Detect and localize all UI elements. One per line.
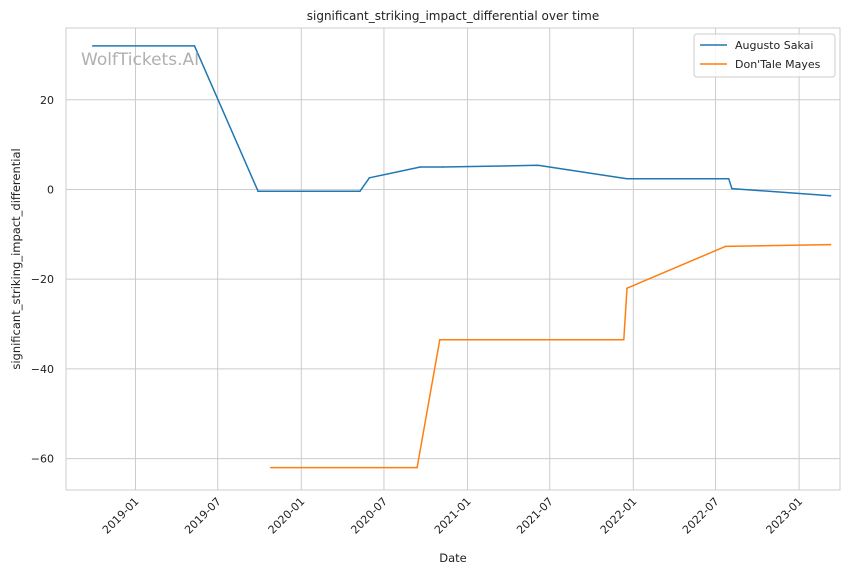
data-point xyxy=(257,190,259,193)
watermark: WolfTickets.AI xyxy=(81,50,199,70)
series-line-0 xyxy=(92,45,831,197)
data-point xyxy=(724,245,727,248)
y-tick-label: −20 xyxy=(31,273,54,286)
data-point xyxy=(731,187,733,190)
data-point xyxy=(623,338,625,341)
legend-label: Don'Tale Mayes xyxy=(735,58,821,71)
plot-frame xyxy=(65,27,841,491)
x-axis-label: Date xyxy=(439,551,467,565)
data-point xyxy=(416,466,418,469)
data-point xyxy=(368,177,371,179)
x-tick-labels: 2019-01 2019-07 2020-01 2020-07 2021-01 2021-… xyxy=(100,495,805,537)
y-axis-label: significant_striking_impact_differential xyxy=(9,148,23,369)
data-point xyxy=(92,45,94,47)
data-point xyxy=(193,45,196,47)
grid xyxy=(66,28,840,490)
legend-label: Augusto Sakai xyxy=(735,39,813,52)
data-point xyxy=(270,466,272,469)
x-tick-label: 2021-07 xyxy=(514,495,556,537)
data-point xyxy=(626,287,628,290)
x-tick-label: 2021-01 xyxy=(432,495,474,537)
data-point xyxy=(727,177,730,180)
x-tick-label: 2020-07 xyxy=(348,495,390,537)
data-point xyxy=(419,166,422,168)
plot-background xyxy=(66,28,840,490)
x-tick-label: 2019-07 xyxy=(182,495,224,537)
y-tick-label: 20 xyxy=(40,94,54,107)
y-tick-label: −60 xyxy=(31,453,54,466)
x-tick-label: 2022-01 xyxy=(598,495,640,537)
series-layer xyxy=(92,45,832,469)
chart-title: significant_striking_impact_differential… xyxy=(307,9,599,23)
data-point xyxy=(439,338,441,341)
x-tick-label: 2019-01 xyxy=(100,495,142,537)
data-point xyxy=(829,243,832,246)
legend-box xyxy=(693,33,836,78)
x-tick-label: 2022-07 xyxy=(680,495,722,537)
x-tick-label: 2020-01 xyxy=(266,495,308,537)
x-tick-label: 2023-01 xyxy=(764,495,806,537)
legend: Augusto Sakai Don'Tale Mayes xyxy=(693,33,836,78)
y-tick-labels: 20 0 −20 −40 −60 xyxy=(31,94,54,466)
data-point xyxy=(537,164,539,167)
data-point xyxy=(626,177,628,180)
data-point xyxy=(359,190,361,193)
data-point xyxy=(829,195,832,197)
y-tick-label: −40 xyxy=(31,363,54,376)
data-point xyxy=(441,166,444,168)
y-tick-label: 0 xyxy=(47,183,54,196)
